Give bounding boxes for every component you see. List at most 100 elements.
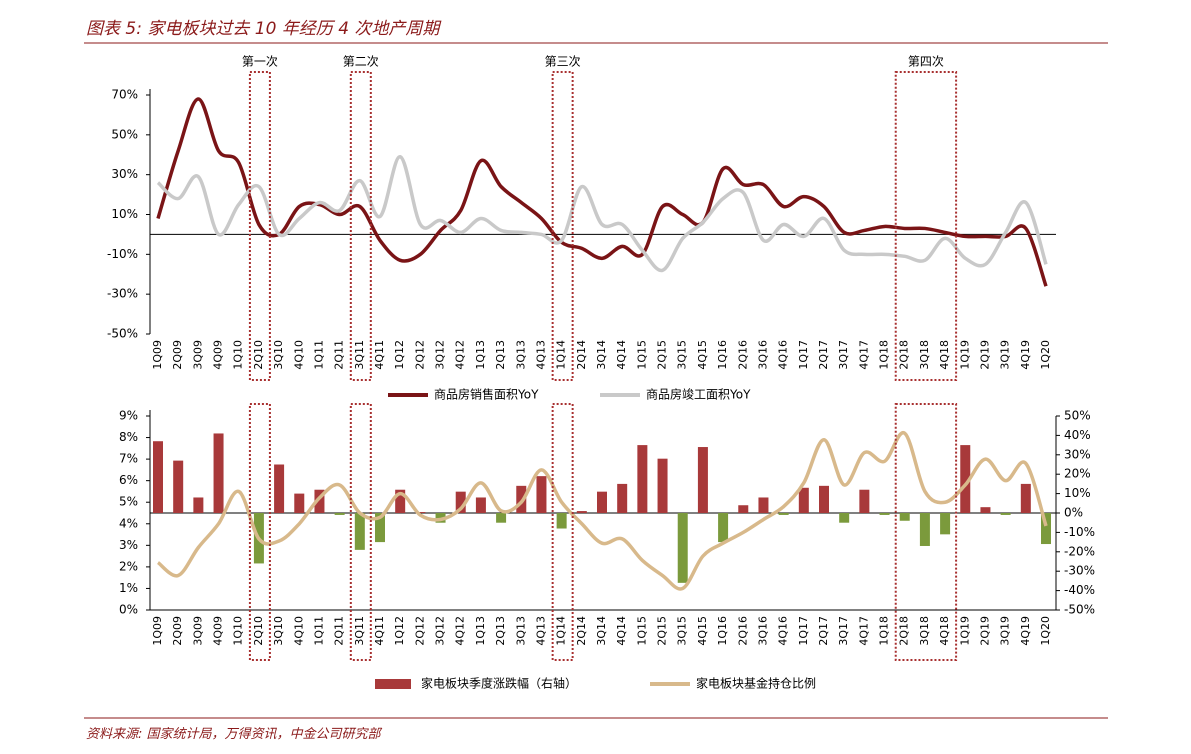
x-tick-label: 2Q15 bbox=[656, 616, 669, 646]
x-tick-label: 4Q13 bbox=[534, 340, 547, 370]
y-tick-label: -50% bbox=[107, 327, 138, 341]
x-tick-label: 3Q17 bbox=[837, 616, 850, 646]
x-tick-label: 1Q11 bbox=[312, 340, 325, 370]
y-tick-label: 3% bbox=[119, 538, 138, 552]
x-tick-label: 1Q14 bbox=[555, 616, 568, 646]
bar bbox=[1041, 513, 1051, 545]
bar bbox=[617, 483, 628, 513]
bar bbox=[516, 485, 527, 513]
x-tick-label: 4Q17 bbox=[857, 340, 870, 370]
y2-tick-label: 0% bbox=[1064, 506, 1083, 520]
x-tick-label: 3Q09 bbox=[191, 340, 204, 370]
x-tick-label: 3Q16 bbox=[756, 340, 769, 370]
x-tick-label: 2Q12 bbox=[413, 616, 426, 646]
y-tick-label: -30% bbox=[107, 287, 138, 301]
bar bbox=[496, 513, 507, 523]
y2-tick-label: 40% bbox=[1064, 428, 1091, 442]
x-tick-label: 4Q18 bbox=[938, 340, 951, 370]
x-tick-label: 3Q18 bbox=[918, 616, 931, 646]
annotation: 第三次 bbox=[545, 55, 581, 69]
bar bbox=[637, 445, 648, 513]
bar bbox=[193, 497, 204, 513]
x-tick-label: 3Q13 bbox=[514, 340, 527, 370]
bar bbox=[778, 513, 789, 515]
y-tick-label: 30% bbox=[111, 167, 138, 181]
x-tick-label: 4Q17 bbox=[857, 616, 870, 646]
bar bbox=[718, 513, 729, 543]
annotation: 第一次 bbox=[242, 55, 278, 69]
x-tick-label: 1Q20 bbox=[1039, 340, 1052, 370]
y2-tick-label: 30% bbox=[1064, 447, 1091, 461]
x-tick-label: 1Q10 bbox=[232, 340, 245, 370]
bar bbox=[314, 489, 325, 513]
x-tick-label: 1Q15 bbox=[635, 616, 648, 646]
x-tick-label: 2Q18 bbox=[898, 616, 911, 646]
x-tick-label: 4Q12 bbox=[454, 340, 467, 370]
x-tick-label: 1Q19 bbox=[958, 616, 971, 646]
x-tick-label: 2Q13 bbox=[494, 340, 507, 370]
x-tick-label: 1Q14 bbox=[555, 340, 568, 370]
x-tick-label: 2Q10 bbox=[252, 340, 265, 370]
x-tick-label: 3Q11 bbox=[353, 340, 366, 370]
bar bbox=[677, 513, 688, 583]
bar bbox=[697, 447, 708, 513]
x-tick-label: 2Q19 bbox=[978, 616, 991, 646]
bar bbox=[576, 511, 587, 513]
x-tick-label: 1Q09 bbox=[151, 616, 164, 646]
x-tick-label: 3Q13 bbox=[514, 616, 527, 646]
y2-tick-label: -30% bbox=[1064, 564, 1095, 578]
x-tick-label: 2Q16 bbox=[736, 340, 749, 370]
bar bbox=[415, 512, 426, 513]
x-tick-label: 3Q12 bbox=[434, 616, 447, 646]
x-tick-label: 4Q16 bbox=[777, 616, 790, 646]
x-tick-label: 3Q10 bbox=[272, 340, 285, 370]
y2-tick-label: -10% bbox=[1064, 525, 1095, 539]
x-tick-label: 1Q19 bbox=[958, 340, 971, 370]
x-tick-label: 1Q11 bbox=[312, 616, 325, 646]
x-tick-label: 2Q17 bbox=[817, 616, 830, 646]
legend-label: 家电板块季度涨跌幅（右轴） bbox=[421, 676, 577, 691]
bar bbox=[597, 491, 607, 513]
annotation: 第四次 bbox=[908, 55, 944, 69]
x-tick-label: 2Q13 bbox=[494, 616, 507, 646]
x-tick-label: 4Q10 bbox=[292, 340, 305, 370]
y-tick-label: 2% bbox=[119, 559, 138, 573]
highlight-box bbox=[894, 403, 958, 661]
bar bbox=[395, 489, 406, 513]
x-tick-label: 3Q14 bbox=[595, 340, 608, 370]
y-tick-label: 70% bbox=[111, 88, 138, 102]
legend-label: 商品房销售面积YoY bbox=[434, 387, 539, 402]
x-tick-label: 4Q11 bbox=[373, 340, 386, 370]
x-tick-label: 4Q09 bbox=[212, 340, 225, 370]
x-tick-label: 1Q16 bbox=[716, 340, 729, 370]
x-tick-label: 1Q18 bbox=[878, 616, 891, 646]
source-note: 资料来源: 国家统计局，万得资讯，中金公司研究部 bbox=[86, 726, 383, 742]
bar bbox=[475, 497, 486, 513]
bar bbox=[556, 513, 567, 529]
bar bbox=[334, 513, 345, 515]
x-tick-label: 1Q17 bbox=[797, 340, 810, 370]
x-tick-label: 1Q20 bbox=[1039, 616, 1052, 646]
highlight-box bbox=[551, 403, 574, 661]
x-tick-label: 3Q17 bbox=[837, 340, 850, 370]
bar bbox=[294, 493, 305, 513]
y-tick-label: 50% bbox=[111, 127, 138, 141]
y-tick-label: 9% bbox=[119, 409, 138, 423]
bar bbox=[1020, 483, 1031, 513]
bar bbox=[173, 460, 184, 513]
x-tick-label: 2Q11 bbox=[333, 340, 346, 370]
bar bbox=[798, 487, 809, 513]
y2-tick-label: 50% bbox=[1064, 409, 1091, 423]
x-tick-label: 3Q15 bbox=[676, 616, 689, 646]
y-tick-label: 5% bbox=[119, 495, 138, 509]
y2-tick-label: -20% bbox=[1064, 544, 1095, 558]
bar bbox=[213, 433, 224, 513]
x-tick-label: 3Q19 bbox=[999, 616, 1012, 646]
x-tick-label: 3Q11 bbox=[353, 616, 366, 646]
x-tick-label: 4Q14 bbox=[615, 616, 628, 646]
y-tick-label: 1% bbox=[119, 581, 138, 595]
x-tick-label: 1Q10 bbox=[232, 616, 245, 646]
bar bbox=[1000, 513, 1011, 515]
x-tick-label: 3Q10 bbox=[272, 616, 285, 646]
